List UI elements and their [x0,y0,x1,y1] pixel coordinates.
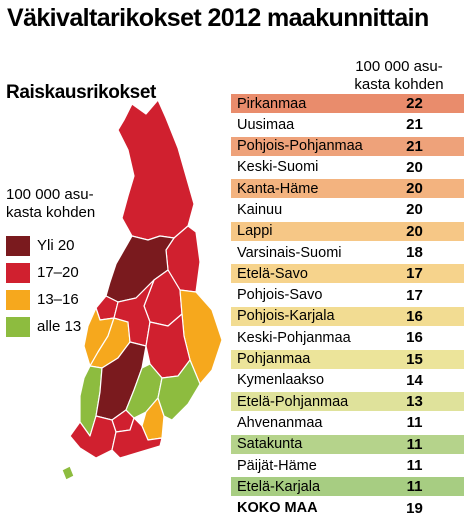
table-row: Keski-Suomi 20 [231,157,464,177]
region-value: 11 [406,457,423,475]
table-row: Pohjois-Karjala 16 [231,306,464,326]
region-etela-karjala [157,359,201,421]
region-uusimaa [111,417,163,459]
table-row: Päijät-Häme 11 [231,456,464,476]
legend-label: Yli 20 [37,237,75,254]
region-value: 21 [406,137,423,155]
table-row: Etelä-Pohjanmaa 13 [231,392,464,412]
region-table: Pirkanmaa 22 Uusimaa 21 Pohjois-Pohjanmaa 21 K… [231,94,464,520]
table-row: Pohjois-Savo 17 [231,285,464,305]
table-row: Pohjois-Pohjanmaa 21 [231,136,464,156]
table-row: Satakunta 11 [231,434,464,454]
table-row: Pirkanmaa 22 [231,94,464,113]
legend-item-yli-20: Yli 20 [6,232,81,259]
legend: Yli 20 17–20 13–16 alle 13 [6,232,81,340]
table-row: Etelä-Karjala 11 [231,477,464,497]
table-row: Kainuu 20 [231,200,464,220]
table-row: Etelä-Savo 17 [231,264,464,284]
table-row: Lappi 20 [231,221,464,241]
table-row: Kymenlaakso 14 [231,370,464,390]
region-value: 13 [406,393,423,411]
region-name: Uusimaa [237,116,295,133]
legend-item-17-20: 17–20 [6,259,81,286]
region-value: 21 [406,116,423,134]
region-ahvenanmaa [61,465,75,481]
unit-line-2: kasta kohden [6,204,96,221]
table-total-row: KOKO MAA 19 [231,499,464,518]
legend-label: alle 13 [37,318,82,335]
region-name: Pohjois-Karjala [237,308,335,325]
table-row: Uusimaa 21 [231,115,464,135]
region-value: 11 [406,478,423,496]
legend-label: 13–16 [37,291,79,308]
region-value: 18 [406,244,423,262]
region-value: 15 [406,350,423,368]
region-name: Kainuu [237,201,283,218]
table-row: Kanta-Häme 20 [231,179,464,199]
region-name: Etelä-Karjala [237,478,321,495]
region-name: Etelä-Pohjanmaa [237,393,349,410]
region-name: Varsinais-Suomi [237,244,342,261]
region-value: 11 [406,414,423,432]
region-name: Lappi [237,223,273,240]
region-value: 20 [406,201,423,219]
unit-line-2: kasta kohden [354,76,444,93]
region-lappi [117,99,195,241]
table-row: Ahvenanmaa 11 [231,413,464,433]
legend-item-13-16: 13–16 [6,286,81,313]
table-row: Keski-Pohjanmaa 16 [231,328,464,348]
legend-swatch [6,289,30,310]
region-value: 20 [406,222,423,240]
table-row: Pohjanmaa 15 [231,349,464,369]
region-value: 17 [406,265,423,283]
region-name: Ahvenanmaa [237,414,323,431]
region-value: 20 [406,158,423,176]
unit-line-1: 100 000 asu- [6,186,94,203]
region-name: Keski-Suomi [237,159,319,176]
region-name: Pohjanmaa [237,351,311,368]
unit-line-1: 100 000 asu- [355,58,443,75]
total-value: 19 [406,499,423,517]
legend-swatch [6,262,30,283]
region-value: 11 [406,435,423,453]
region-value: 17 [406,286,423,304]
region-name: Päijät-Häme [237,457,317,474]
region-name: Keski-Pohjanmaa [237,329,351,346]
total-label: KOKO MAA [237,500,318,517]
region-value: 16 [406,307,423,325]
region-value: 16 [406,329,423,347]
region-name: Kymenlaakso [237,372,325,389]
region-name: Etelä-Savo [237,265,308,282]
region-name: Pirkanmaa [237,95,307,112]
page-title: Väkivaltarikokset 2012 maakunnittain [7,4,429,32]
region-name: Pohjois-Pohjanmaa [237,138,363,155]
region-value: 22 [406,95,423,112]
region-value: 20 [406,180,423,198]
legend-label: 17–20 [37,264,79,281]
legend-item-alle-13: alle 13 [6,313,81,340]
region-name: Kanta-Häme [237,180,319,197]
table-row: Varsinais-Suomi 18 [231,243,464,263]
table-unit-label: 100 000 asu- kasta kohden [344,58,454,94]
region-value: 14 [406,371,423,389]
region-name: Satakunta [237,436,303,453]
region-name: Pohjois-Savo [237,287,323,304]
legend-swatch [6,235,30,256]
map-subtitle: Raiskausrikokset [6,82,156,103]
legend-unit-label: 100 000 asu- kasta kohden [6,186,116,222]
finland-region-map [61,99,223,481]
legend-swatch [6,316,30,337]
